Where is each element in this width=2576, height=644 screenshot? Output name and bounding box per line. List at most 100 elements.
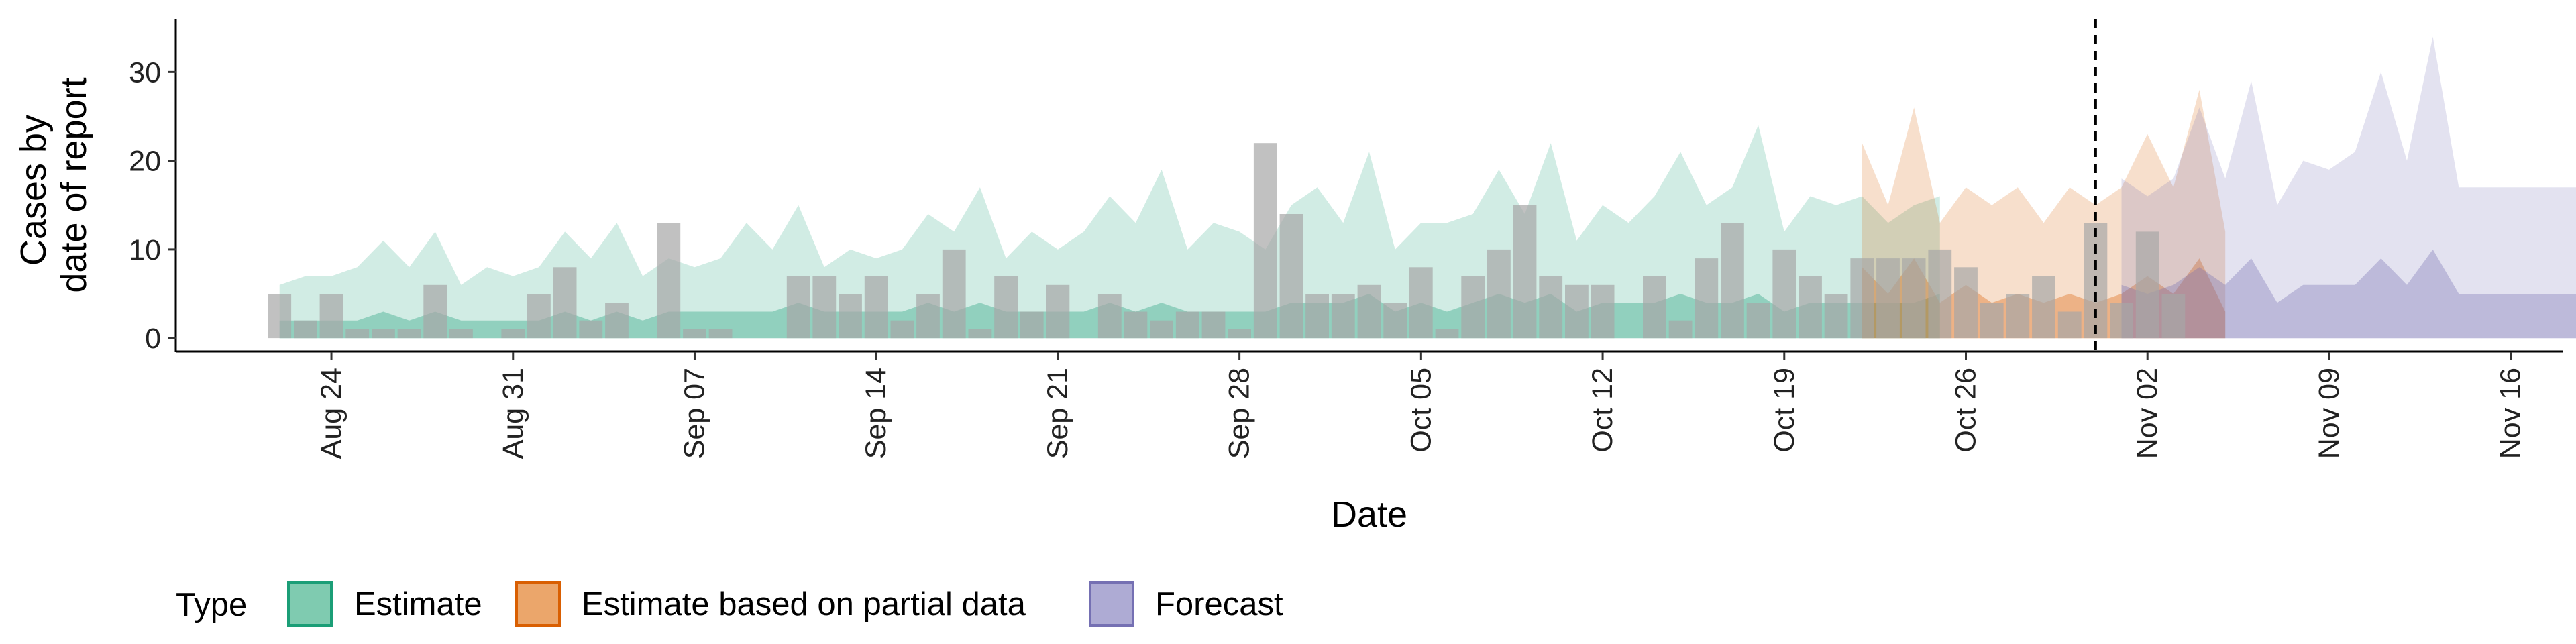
y-tick-label: 0: [145, 323, 161, 355]
observed-case-bar: [657, 223, 681, 339]
observed-case-bar: [1383, 303, 1407, 339]
legend: Type Estimate Estimate based on partial d…: [176, 581, 1283, 627]
observed-case-bar: [1409, 267, 1433, 339]
observed-case-bar: [1721, 223, 1744, 339]
y-axis-ticks: 0 10 20 30: [129, 56, 176, 355]
observed-case-bar: [683, 329, 706, 339]
observed-case-bar: [397, 329, 421, 339]
observed-case-bar: [1980, 303, 2004, 339]
x-axis-title: Date: [1331, 494, 1407, 535]
observed-case-bar: [268, 294, 292, 339]
x-tick-label: Nov 02: [2131, 368, 2163, 459]
observed-case-bar: [1824, 294, 1848, 339]
observed-case-bar: [2110, 303, 2133, 339]
observed-case-bar: [501, 329, 525, 339]
x-tick-label: Sep 28: [1224, 368, 1256, 459]
observed-case-bar: [1487, 249, 1511, 339]
forecast-outer-band: [2121, 36, 2576, 339]
observed-case-bar: [2032, 276, 2055, 339]
observed-case-bar: [1201, 311, 1226, 339]
observed-case-bar: [1591, 284, 1615, 339]
observed-case-bar: [605, 303, 629, 339]
observed-case-bar: [1746, 303, 1770, 339]
observed-case-bar: [1150, 320, 1173, 339]
forecast-inner-band: [2121, 249, 2576, 339]
observed-case-bar: [1046, 284, 1070, 339]
observed-case-bar: [812, 276, 837, 339]
observed-case-bar: [1902, 258, 1926, 339]
observed-case-bar: [1357, 284, 1381, 339]
observed-case-bar: [423, 284, 447, 339]
observed-case-bar: [2135, 231, 2159, 339]
observed-case-bar: [1305, 294, 1329, 339]
observed-case-bar: [786, 276, 810, 339]
observed-case-bar: [1928, 249, 1952, 339]
observed-case-bar: [1954, 267, 1978, 339]
observed-case-bar: [1850, 258, 1874, 339]
observed-case-bar: [1876, 258, 1900, 339]
y-tick-label: 20: [129, 146, 161, 178]
observed-case-bar: [1175, 311, 1199, 339]
x-tick-label: Aug 31: [497, 368, 529, 459]
observed-case-bar: [1565, 284, 1589, 339]
observed-case-bar: [1643, 276, 1666, 339]
observed-case-bar: [916, 294, 940, 339]
observed-case-bar: [994, 276, 1018, 339]
legend-label-1: Estimate: [354, 586, 482, 623]
observed-case-bar: [2057, 311, 2082, 339]
observed-case-bar: [579, 320, 603, 339]
observed-case-bar: [1435, 329, 1459, 339]
observed-case-bar: [1461, 276, 1485, 339]
chart-axes: [174, 19, 2563, 353]
observed-case-bar: [708, 329, 733, 339]
observed-case-bar: [942, 249, 966, 339]
observed-case-bar: [1124, 311, 1148, 339]
observed-case-bar: [1513, 205, 1537, 339]
x-tick-label: Oct 26: [1950, 368, 1982, 453]
y-axis-title-line-2: date of report: [54, 77, 94, 292]
observed-case-bar: [1331, 294, 1355, 339]
legend-title: Type: [176, 587, 247, 623]
observed-case-bar: [294, 320, 317, 339]
observed-case-bars: [268, 143, 2186, 339]
x-tick-label: Nov 16: [2495, 368, 2527, 459]
observed-case-bar: [553, 267, 577, 339]
observed-case-bar: [449, 329, 473, 339]
x-tick-label: Oct 05: [1405, 368, 1437, 453]
legend-key-3: [1089, 581, 1134, 627]
legend-key-2: [515, 581, 561, 627]
observed-case-bar: [1772, 249, 1796, 339]
y-tick-label: 30: [129, 56, 161, 89]
observed-case-bar: [839, 294, 862, 339]
observed-case-bar: [1695, 258, 1719, 339]
observed-case-bar: [527, 294, 551, 339]
x-tick-label: Sep 14: [860, 368, 892, 459]
y-tick-label: 10: [129, 234, 161, 266]
x-axis-ticks: Aug 24 Aug 31 Sep 07 Sep 14 Sep 21 Sep 28 Oct …: [315, 352, 2527, 459]
legend-label-2: Estimate based on partial data: [582, 586, 1026, 623]
observed-case-bar: [864, 276, 888, 339]
observed-case-bar: [1668, 320, 1693, 339]
observed-case-bar: [2161, 294, 2186, 339]
x-tick-label: Aug 24: [315, 368, 347, 459]
observed-case-bar: [1020, 311, 1044, 339]
x-tick-label: Sep 21: [1042, 368, 1074, 459]
observed-case-bar: [890, 320, 914, 339]
x-tick-label: Oct 19: [1768, 368, 1801, 453]
x-tick-label: Nov 09: [2313, 368, 2345, 459]
observed-case-bar: [2006, 294, 2030, 339]
observed-case-bar: [372, 329, 395, 339]
legend-key-1: [287, 581, 333, 627]
observed-case-bar: [968, 329, 992, 339]
observed-case-bar: [1097, 294, 1122, 339]
x-tick-label: Sep 07: [678, 368, 710, 459]
observed-case-bar: [345, 329, 370, 339]
legend-label-3: Forecast: [1155, 586, 1283, 623]
observed-case-bar: [1228, 329, 1251, 339]
observed-case-bar: [1539, 276, 1563, 339]
observed-case-bar: [319, 294, 343, 339]
estimate-based-on-partial-data-outer-band: [1862, 89, 2226, 339]
observed-case-bar: [1253, 143, 1277, 339]
observed-case-bar: [1799, 276, 1822, 339]
